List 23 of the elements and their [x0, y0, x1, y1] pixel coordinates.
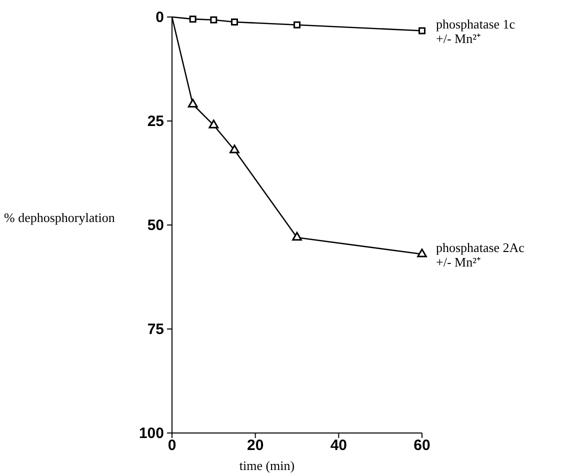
y-tick-label: 75	[147, 320, 164, 338]
x-axis-title: time (min)	[239, 458, 295, 473]
point	[208, 120, 219, 128]
x-tick-label: 20	[246, 437, 264, 454]
point	[292, 232, 302, 241]
y-tick-label: 100	[138, 424, 164, 442]
point	[189, 16, 196, 23]
y-tick-label: 0	[156, 8, 164, 26]
point	[294, 21, 300, 28]
point	[417, 248, 427, 258]
point	[230, 144, 240, 154]
point	[188, 98, 198, 108]
y-tick-label: 25	[147, 112, 164, 130]
point	[418, 27, 426, 34]
point	[210, 16, 218, 24]
point	[231, 18, 238, 26]
y-tick-label: 50	[147, 216, 164, 234]
x-tick-label: 0	[168, 437, 176, 454]
x-tick-label: 40	[330, 437, 348, 454]
x-tick-label: 60	[414, 437, 430, 454]
series-label: phosphatase 2Ac +/- Mn²⁺	[436, 240, 525, 270]
series-label: phosphatase 1c +/- Mn²⁺	[436, 16, 516, 46]
y-axis-title: % dephosphorylation	[4, 210, 116, 225]
